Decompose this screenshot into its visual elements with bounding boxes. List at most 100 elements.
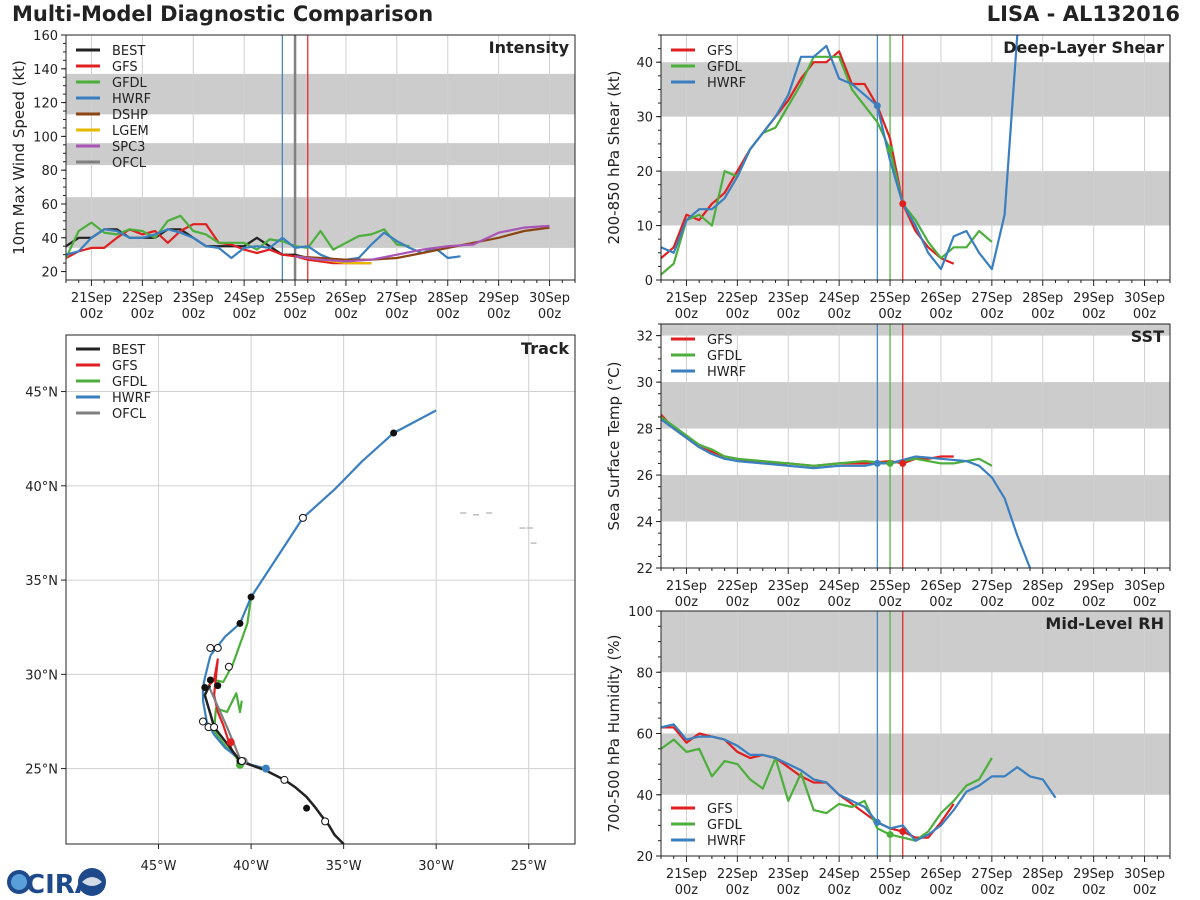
- axes-frame: [65, 34, 576, 281]
- x-tick-label: 24Sep: [224, 291, 265, 306]
- y-tick-label: 32: [636, 330, 653, 345]
- shaded-band: [661, 62, 1170, 117]
- x-tick-sublabel: 00z: [777, 595, 801, 610]
- y-tick-label: 30°N: [25, 668, 58, 683]
- x-tick-label: 29Sep: [1073, 579, 1114, 594]
- x-tick-sublabel: 00z: [980, 307, 1004, 322]
- axes-frame: [660, 323, 1171, 569]
- y-tick-label: 30: [636, 111, 653, 126]
- legend-label-lgem: LGEM: [112, 124, 149, 139]
- legend-label-best: BEST: [112, 343, 145, 358]
- track-point-filled: [303, 804, 311, 812]
- x-tick-label: 22Sep: [717, 867, 758, 882]
- x-tick-label: 21Sep: [666, 291, 707, 306]
- shaded-band: [661, 171, 1170, 226]
- x-tick-label: 30Sep: [1124, 867, 1165, 882]
- x-tick-sublabel: 00z: [1082, 595, 1106, 610]
- legend-label-gfdl: GFDL: [707, 60, 743, 75]
- y-tick-label: 60: [41, 198, 58, 213]
- x-tick-label: 26Sep: [920, 579, 961, 594]
- x-tick-label: 22Sep: [717, 291, 758, 306]
- series-group: [661, 35, 1019, 276]
- x-tick-sublabel: 00z: [487, 307, 511, 322]
- panel-intensity: 21Sep00z22Sep00z23Sep00z24Sep00z25Sep00z…: [10, 29, 576, 322]
- x-tick-sublabel: 00z: [827, 883, 851, 898]
- legend-label-gfs: GFS: [707, 802, 733, 817]
- panel-title: Track: [521, 339, 569, 358]
- legend-label-gfdl: GFDL: [112, 375, 148, 390]
- track-point-hwrf: [261, 764, 270, 773]
- series-line-gfdl: [661, 738, 993, 842]
- x-tick-sublabel: 00z: [1031, 307, 1055, 322]
- panel-track: 45°W 40°W 35°W 30°W 25°W 25°N 30°N 35°N 40°N 45°N…: [25, 334, 576, 874]
- legend-label-hwrf: HWRF: [112, 391, 151, 406]
- track-point-open: [213, 643, 222, 652]
- x-tick-label: 25Sep: [870, 291, 911, 306]
- legend-label-spc3: SPC3: [112, 140, 145, 155]
- track-point-filled: [390, 429, 398, 437]
- x-tick-sublabel: 00z: [1031, 883, 1055, 898]
- x-tick-label: 24Sep: [819, 579, 860, 594]
- marker-gfs: [899, 459, 907, 467]
- x-tick-sublabel: 00z: [1133, 883, 1157, 898]
- legend-label-gfdl: GFDL: [707, 818, 743, 833]
- y-tick-label: 45°N: [25, 386, 58, 401]
- x-tick-label: 27Sep: [971, 579, 1012, 594]
- x-tick-label: 21Sep: [666, 867, 707, 882]
- marker-gfs: [899, 828, 907, 835]
- x-tick-label: 27Sep: [971, 867, 1012, 882]
- series-line-gfdl: [66, 214, 410, 259]
- x-tick-sublabel: 00z: [80, 307, 104, 322]
- track-series-group: [198, 409, 537, 844]
- marker-hwrf: [873, 818, 881, 826]
- y-tick-label: 60: [636, 728, 653, 743]
- x-tick-label: 23Sep: [768, 291, 809, 306]
- x-tick-sublabel: 00z: [827, 307, 851, 322]
- track-point-open: [224, 662, 233, 671]
- shaded-band: [661, 324, 1170, 336]
- track-point-filled: [214, 682, 222, 690]
- x-tick-sublabel: 00z: [929, 883, 953, 898]
- series-line-gfdl: [661, 416, 993, 467]
- shaded-band: [66, 73, 575, 115]
- x-tick-sublabel: 00z: [283, 307, 307, 322]
- x-tick-sublabel: 00z: [929, 595, 953, 610]
- y-tick-label: 40: [636, 789, 653, 804]
- y-tick-label: 20: [636, 165, 653, 180]
- x-tick-label: 30Sep: [1124, 579, 1165, 594]
- x-tick-sublabel: 00z: [878, 595, 902, 610]
- y-axis-label: 200-850 hPa Shear (kt): [605, 71, 623, 245]
- x-tick-label: 26Sep: [920, 291, 961, 306]
- x-tick-label: 22Sep: [122, 291, 163, 306]
- x-tick-label: 29Sep: [478, 291, 519, 306]
- axes-frame: [660, 610, 1171, 857]
- y-tick-label: 22: [636, 562, 653, 577]
- series-group: [66, 214, 550, 265]
- y-axis-label: Sea Surface Temp (°C): [605, 361, 623, 530]
- track-point-filled: [206, 676, 214, 684]
- marker-gfdl: [886, 145, 894, 153]
- x-tick-label: 28Sep: [1022, 291, 1063, 306]
- shaded-band: [661, 475, 1170, 522]
- x-tick-sublabel: 00z: [726, 307, 750, 322]
- marker-gfdl: [886, 831, 894, 839]
- legend-label-ofcl: OFCL: [112, 407, 147, 422]
- y-tick-label: 10: [636, 220, 653, 235]
- x-tick-label: 25Sep: [275, 291, 316, 306]
- x-tick-sublabel: 00z: [1133, 307, 1157, 322]
- series-line-spc3: [294, 224, 550, 263]
- legend-label-gfdl: GFDL: [707, 349, 743, 364]
- x-tick-label: 25Sep: [870, 867, 911, 882]
- x-tick-sublabel: 00z: [726, 595, 750, 610]
- x-tick-label: 23Sep: [768, 579, 809, 594]
- shaded-band: [661, 611, 1170, 673]
- panel-title: Deep-Layer Shear: [1003, 38, 1164, 57]
- x-tick-sublabel: 00z: [777, 883, 801, 898]
- track-point-open: [280, 775, 289, 784]
- y-tick-label: 160: [33, 29, 58, 44]
- x-tick-label: 28Sep: [1022, 867, 1063, 882]
- y-tick-label: 40: [636, 56, 653, 71]
- x-tick-label: 29Sep: [1073, 291, 1114, 306]
- x-tick-label: 45°W: [141, 859, 177, 874]
